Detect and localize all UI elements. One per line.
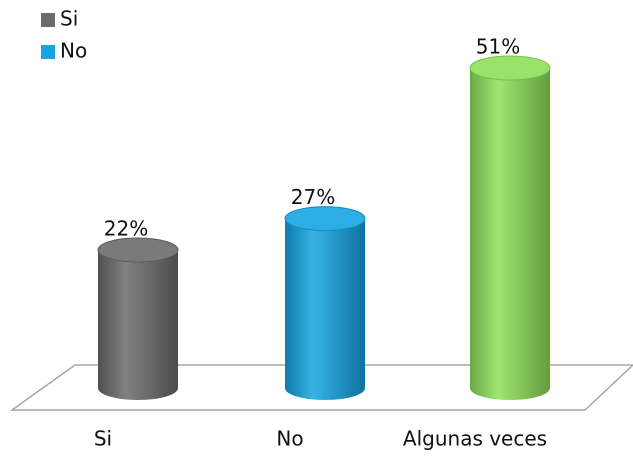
legend-swatch [41,13,55,27]
value-label: 22% [104,216,148,240]
cylinder-body [98,249,178,388]
cylinder-base [98,376,178,400]
cylinder-base [470,376,550,400]
legend-swatch [41,45,55,59]
cylinder-top [97,237,179,263]
value-label: 27% [291,185,335,209]
legend-label: No [60,39,87,63]
cylinder-top [469,55,551,81]
x-tick-label: Si [94,427,112,451]
legend-label: Si [60,7,78,31]
x-tick-label: No [276,427,303,451]
cylinder-top [284,206,366,232]
cylinder-base [285,376,365,400]
cylinder-body [285,218,365,388]
cylinder-body [470,68,550,388]
value-label: 51% [476,35,520,59]
x-tick-label: Algunas veces [403,427,547,451]
